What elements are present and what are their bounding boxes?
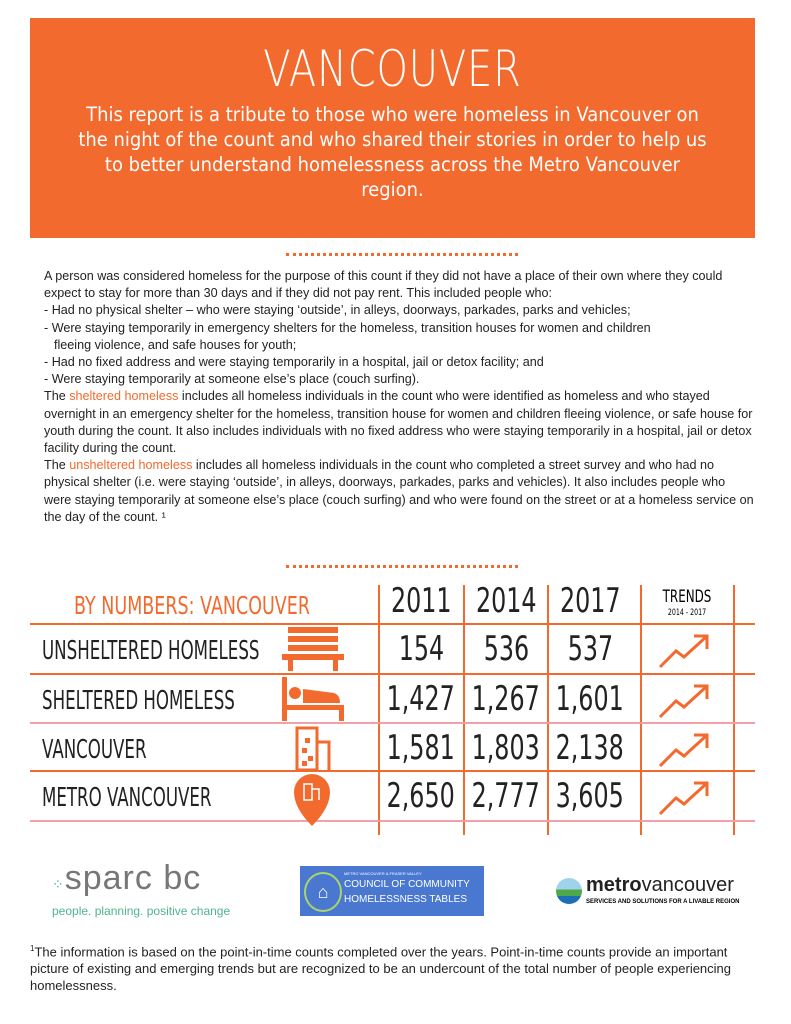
header-banner: VANCOUVER This report is a tribute to th…: [30, 18, 755, 238]
year-header: 2011: [390, 581, 452, 621]
table-cell: 154: [398, 629, 444, 669]
sheltered-term: sheltered homeless: [69, 389, 179, 404]
definition-intro: A person was considered homeless for the…: [44, 269, 723, 301]
table-cell: 1,601: [555, 679, 625, 719]
bullet: - Had no fixed address and were staying …: [44, 355, 544, 370]
sparc-bc-logo: ⁘sparc bc people. planning. positive cha…: [52, 859, 231, 918]
map-pin-building-icon: [292, 774, 332, 831]
table-cell: 2,138: [555, 728, 625, 768]
year-header: 2014: [475, 581, 537, 621]
text: includes all homeless individuals in the…: [44, 389, 753, 456]
building-icon: [295, 726, 333, 777]
trend-up-icon: [658, 683, 710, 724]
table-cell: 2,777: [471, 776, 541, 816]
page-title: VANCOUVER: [263, 40, 522, 98]
table-cell: 1,267: [471, 679, 541, 719]
unsheltered-definition: The unsheltered homeless includes all ho…: [44, 457, 754, 526]
bullet: - Were staying temporarily in emergency …: [44, 320, 651, 335]
text: includes all homeless individuals in the…: [44, 458, 754, 524]
row-label: SHELTERED HOMELESS: [42, 686, 235, 716]
numbers-table: BY NUMBERS: VANCOUVER 2011 2014 2017 TRE…: [30, 581, 755, 835]
text: The: [44, 389, 70, 404]
trend-up-icon: [658, 780, 710, 821]
table-cell: 1,427: [386, 679, 456, 719]
divider: [286, 253, 518, 256]
table-cell: 1,803: [471, 728, 541, 768]
bullet: - Were staying temporarily at someone el…: [44, 372, 420, 387]
table-cell: 537: [567, 629, 613, 669]
trend-up-icon: [658, 732, 710, 773]
row-label: METRO VANCOUVER: [42, 783, 212, 813]
council-logo: ⌂ METRO VANCOUVER & FRASER VALLEY COUNCI…: [300, 866, 484, 916]
year-header: 2017: [559, 581, 621, 621]
row-label: VANCOUVER: [42, 735, 147, 765]
table-cell: 1,581: [386, 728, 456, 768]
row-label: UNSHELTERED HOMELESS: [42, 636, 260, 666]
bench-icon: [282, 627, 344, 676]
trends-label: TRENDS: [662, 587, 712, 607]
text: The: [44, 458, 70, 473]
table-cell: 536: [483, 629, 529, 669]
table-cell: 3,605: [555, 776, 625, 816]
bed-icon: [282, 677, 344, 726]
trend-up-icon: [658, 633, 710, 674]
trends-range: 2014 - 2017: [667, 608, 707, 618]
bullet: fleeing violence, and safe houses for yo…: [54, 337, 297, 352]
bullet: - Had no physical shelter – who were sta…: [44, 303, 631, 318]
trends-header: TRENDS 2014 - 2017: [641, 587, 733, 619]
unsheltered-term: unsheltered homeless: [69, 458, 193, 473]
table-title: BY NUMBERS: VANCOUVER: [74, 591, 310, 620]
header-subtitle: This report is a tribute to those who we…: [78, 103, 707, 201]
definition-section: A person was considered homeless for the…: [44, 268, 754, 526]
footnote: 1The information is based on the point-i…: [30, 944, 732, 994]
divider: [286, 565, 518, 568]
sheltered-definition: The sheltered homeless includes all home…: [44, 388, 754, 457]
table-cell: 2,650: [386, 776, 456, 816]
